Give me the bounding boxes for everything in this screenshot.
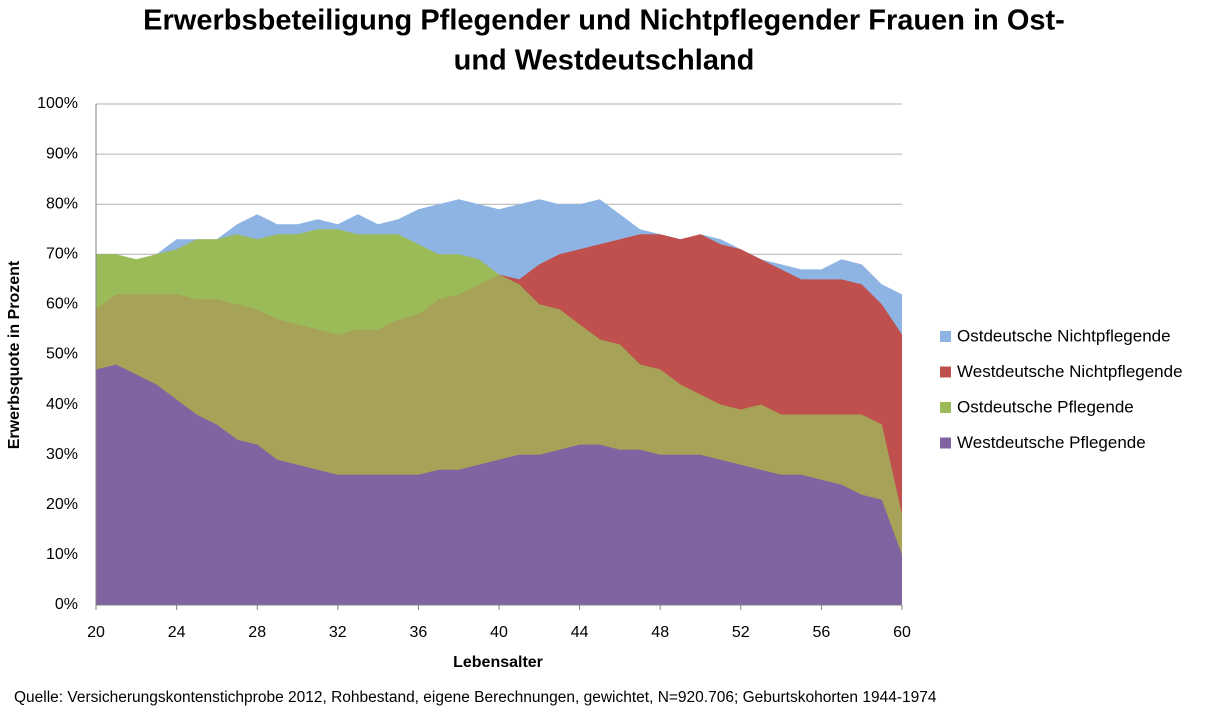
- legend-label: Westdeutsche Nichtpflegende: [957, 362, 1183, 381]
- x-tick-label: 40: [490, 624, 508, 641]
- x-tick-label: 36: [410, 624, 428, 641]
- y-tick-label: 20%: [46, 496, 78, 513]
- x-tick-label: 20: [87, 624, 105, 641]
- y-tick-label: 10%: [46, 546, 78, 563]
- y-tick-label: 60%: [46, 296, 78, 313]
- x-tick-label: 56: [813, 624, 831, 641]
- legend-label: Ostdeutsche Pflegende: [957, 397, 1134, 416]
- x-tick-label: 52: [732, 624, 750, 641]
- x-tick-label: 44: [571, 624, 589, 641]
- legend-swatch: [940, 366, 951, 378]
- y-axis-title: Erwerbsquote in Prozent: [6, 260, 23, 449]
- x-tick-label: 32: [329, 624, 347, 641]
- x-tick-label: 60: [893, 624, 911, 641]
- y-tick-label: 100%: [37, 95, 78, 112]
- y-tick-label: 80%: [46, 195, 78, 212]
- source-note: Quelle: Versicherungskontenstichprobe 20…: [14, 689, 937, 706]
- chart-title: und Westdeutschland: [454, 45, 755, 77]
- y-tick-label: 40%: [46, 396, 78, 413]
- y-tick-label: 70%: [46, 246, 78, 263]
- area: [96, 364, 902, 605]
- legend-swatch: [940, 437, 951, 449]
- legend-label: Westdeutsche Pflegende: [957, 433, 1146, 452]
- x-tick-label: 24: [168, 624, 186, 641]
- y-tick-label: 30%: [46, 446, 78, 463]
- legend-label: Ostdeutsche Nichtpflegende: [957, 326, 1171, 345]
- x-tick-label: 28: [248, 624, 266, 641]
- x-axis-title: Lebensalter: [453, 654, 543, 671]
- legend-swatch: [940, 331, 951, 342]
- legend-swatch: [940, 402, 951, 413]
- chart-title: Erwerbsbeteiligung Pflegender und Nichtp…: [143, 5, 1065, 37]
- y-tick-label: 50%: [46, 346, 78, 363]
- y-tick-label: 90%: [46, 145, 78, 162]
- y-tick-label: 0%: [55, 596, 78, 613]
- x-tick-label: 48: [651, 624, 669, 641]
